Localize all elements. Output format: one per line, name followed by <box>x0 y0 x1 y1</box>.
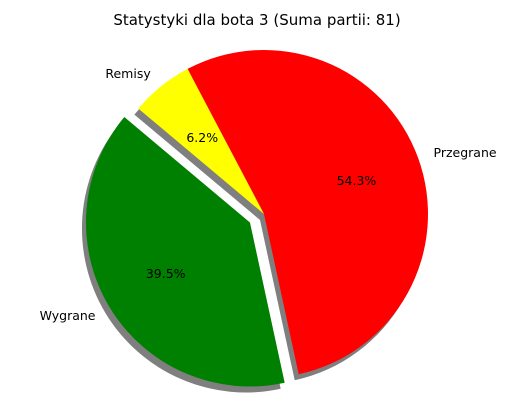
category-label-remisy: Remisy <box>105 66 151 81</box>
pie-slices <box>85 49 429 387</box>
pie-slice-wygrane <box>85 117 285 387</box>
percent-label-remisy: 6.2% <box>186 130 218 145</box>
category-label-wygrane: Wygrane <box>40 308 96 323</box>
category-label-przegrane: Przegrane <box>434 145 497 160</box>
chart-title: Statystyki dla bota 3 (Suma partii: 81) <box>113 11 400 29</box>
slice-labels: 39.5% Wygrane 54.3% Przegrane 6.2% Remisy <box>40 66 497 323</box>
pie-slice-remisy <box>138 68 264 214</box>
percent-label-przegrane: 54.3% <box>337 173 377 188</box>
percent-label-wygrane: 39.5% <box>146 266 186 281</box>
pie-slice-przegrane <box>187 49 429 375</box>
